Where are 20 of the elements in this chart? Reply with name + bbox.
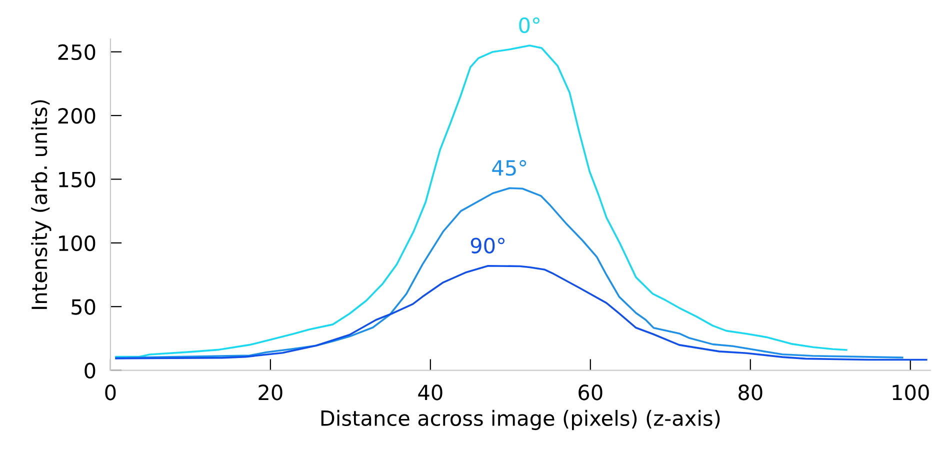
- y-tick-label: 0: [84, 362, 96, 379]
- y-tick-label: 250: [58, 44, 96, 60]
- series-label: 0°: [519, 17, 540, 34]
- series-label: 45°: [492, 160, 526, 176]
- y-tick-label: 100: [59, 235, 96, 252]
- y-axis-title: Intensity (arb. units): [31, 100, 52, 309]
- x-tick-label: 60: [578, 384, 602, 400]
- line-series: [115, 44, 848, 358]
- x-axis-title: Distance across image (pixels) (z-axis): [321, 410, 720, 430]
- y-tick-label: 200: [58, 108, 96, 124]
- x-tick-label: 100: [892, 384, 929, 400]
- x-tick-label: 0: [105, 384, 116, 400]
- series-label: 90°: [470, 238, 504, 254]
- x-tick-label: 40: [418, 384, 442, 400]
- y-tick-label: 50: [72, 299, 96, 315]
- line-series: [115, 187, 904, 359]
- line-series: [115, 264, 928, 361]
- y-tick-label: 150: [59, 172, 96, 188]
- x-tick-label: 20: [258, 384, 282, 400]
- x-tick-label: 80: [738, 384, 762, 400]
